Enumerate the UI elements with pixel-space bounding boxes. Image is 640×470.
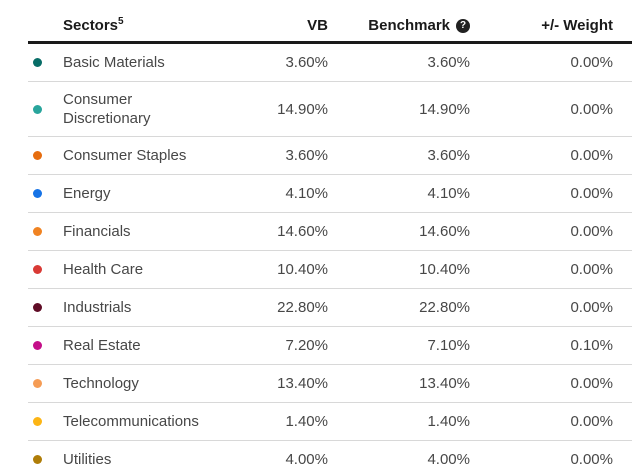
vb-value: 3.60%: [285, 147, 328, 164]
vb-value: 14.90%: [277, 100, 328, 118]
sector-name: Energy: [63, 185, 111, 202]
sector-color-dot-icon: [33, 417, 42, 426]
sector-dot-cell: [28, 151, 63, 160]
benchmark-value: 7.10%: [427, 337, 470, 354]
benchmark-header-label: Benchmark: [368, 17, 450, 34]
benchmark-value: 4.10%: [427, 185, 470, 202]
sector-color-dot-icon: [33, 379, 42, 388]
sector-color-dot-icon: [33, 104, 42, 114]
table-row: Health Care 10.40% 10.40% 0.00%: [28, 251, 632, 289]
column-header-weight: +/- Weight: [541, 17, 613, 34]
sector-dot-cell: [28, 104, 63, 114]
sector-name: Technology: [63, 375, 139, 392]
weight-value: 0.00%: [570, 413, 613, 430]
table-row: Industrials 22.80% 22.80% 0.00%: [28, 289, 632, 327]
weight-value: 0.00%: [570, 223, 613, 240]
vb-value: 14.60%: [277, 223, 328, 240]
benchmark-value: 14.60%: [419, 223, 470, 240]
benchmark-value: 1.40%: [427, 413, 470, 430]
benchmark-value: 10.40%: [419, 261, 470, 278]
benchmark-value: 3.60%: [427, 147, 470, 164]
weight-value: 0.00%: [570, 185, 613, 202]
vb-value: 4.10%: [285, 185, 328, 202]
weight-value: 0.00%: [570, 261, 613, 278]
sector-dot-cell: [28, 189, 63, 198]
vb-value: 3.60%: [285, 54, 328, 71]
sector-color-dot-icon: [33, 227, 42, 236]
vb-value: 7.20%: [285, 337, 328, 354]
sector-name: Telecommunications: [63, 413, 199, 430]
sector-dot-cell: [28, 265, 63, 274]
sectors-header-label: Sectors: [63, 17, 119, 34]
table-row: Energy 4.10% 4.10% 0.00%: [28, 175, 632, 213]
sector-color-dot-icon: [33, 58, 42, 67]
sector-name: Real Estate: [63, 337, 141, 354]
sector-name: Consumer Staples: [63, 147, 187, 164]
table-row: Consumer Discretionary 14.90% 14.90% 0.0…: [28, 82, 632, 137]
sector-color-dot-icon: [33, 455, 42, 464]
weight-value: 0.00%: [570, 147, 613, 164]
sector-name: Consumer Discretionary: [63, 91, 151, 127]
table-body: Basic Materials 3.60% 3.60% 0.00% Consum…: [28, 44, 632, 470]
vb-value: 4.00%: [285, 451, 328, 468]
vb-value: 10.40%: [277, 261, 328, 278]
weight-value: 0.00%: [570, 375, 613, 392]
benchmark-value: 4.00%: [427, 451, 470, 468]
sector-name: Health Care: [63, 261, 144, 278]
column-header-sectors: Sectors5: [63, 8, 208, 43]
sector-name: Industrials: [63, 299, 132, 316]
sector-color-dot-icon: [33, 303, 42, 312]
table-row: Financials 14.60% 14.60% 0.00%: [28, 213, 632, 251]
sector-dot-cell: [28, 379, 63, 388]
sector-name: Utilities: [63, 451, 112, 468]
vb-value: 22.80%: [277, 299, 328, 316]
weight-value: 0.00%: [570, 100, 613, 118]
sector-dot-cell: [28, 455, 63, 464]
weight-value: 0.00%: [570, 54, 613, 71]
sector-color-dot-icon: [33, 341, 42, 350]
benchmark-value: 3.60%: [427, 54, 470, 71]
vb-value: 13.40%: [277, 375, 328, 392]
benchmark-value: 14.90%: [419, 100, 470, 118]
column-header-vb: VB: [307, 17, 328, 34]
sector-dot-cell: [28, 417, 63, 426]
sector-dot-cell: [28, 227, 63, 236]
sector-weights-table: Sectors5 VB Benchmark ? +/- Weight Basic…: [28, 0, 632, 470]
table-row: Utilities 4.00% 4.00% 0.00%: [28, 441, 632, 470]
sector-dot-cell: [28, 303, 63, 312]
sector-dot-cell: [28, 341, 63, 350]
weight-value: 0.00%: [570, 451, 613, 468]
table-row: Technology 13.40% 13.40% 0.00%: [28, 365, 632, 403]
help-icon[interactable]: ?: [456, 18, 470, 33]
column-header-benchmark: Benchmark ?: [328, 17, 470, 34]
table-header-row: Sectors5 VB Benchmark ? +/- Weight: [28, 0, 632, 44]
sector-color-dot-icon: [33, 151, 42, 160]
table-row: Real Estate 7.20% 7.10% 0.10%: [28, 327, 632, 365]
table-row: Consumer Staples 3.60% 3.60% 0.00%: [28, 137, 632, 175]
sector-name: Financials: [63, 223, 131, 240]
weight-value: 0.10%: [570, 337, 613, 354]
sector-color-dot-icon: [33, 189, 42, 198]
table-row: Basic Materials 3.60% 3.60% 0.00%: [28, 44, 632, 82]
benchmark-value: 22.80%: [419, 299, 470, 316]
vb-value: 1.40%: [285, 413, 328, 430]
sector-color-dot-icon: [33, 265, 42, 274]
weight-value: 0.00%: [570, 299, 613, 316]
sector-dot-cell: [28, 58, 63, 67]
benchmark-value: 13.40%: [419, 375, 470, 392]
sector-name: Basic Materials: [63, 54, 165, 71]
sectors-footnote-marker: 5: [118, 16, 124, 27]
table-row: Telecommunications 1.40% 1.40% 0.00%: [28, 403, 632, 441]
